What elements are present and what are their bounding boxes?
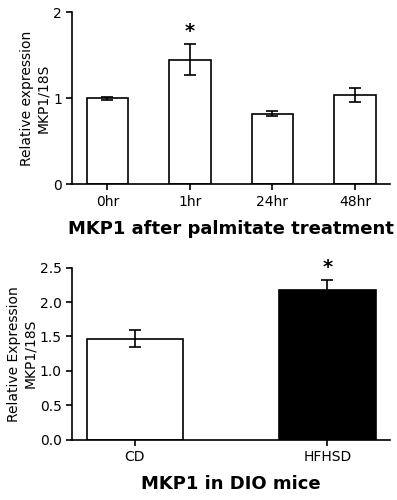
Bar — [334, 95, 376, 184]
X-axis label: MKP1 after palmitate treatment: MKP1 after palmitate treatment — [68, 220, 394, 238]
Y-axis label: Relative Expression
MKP1/18S: Relative Expression MKP1/18S — [7, 286, 37, 422]
Bar — [169, 60, 210, 184]
Bar — [252, 114, 293, 184]
X-axis label: MKP1 in DIO mice: MKP1 in DIO mice — [141, 475, 321, 493]
Text: *: * — [322, 258, 333, 278]
Text: *: * — [185, 22, 195, 41]
Bar — [279, 290, 376, 440]
Bar — [87, 98, 128, 184]
Bar — [87, 338, 183, 440]
Y-axis label: Relative expression
MKP1/18S: Relative expression MKP1/18S — [20, 30, 50, 166]
